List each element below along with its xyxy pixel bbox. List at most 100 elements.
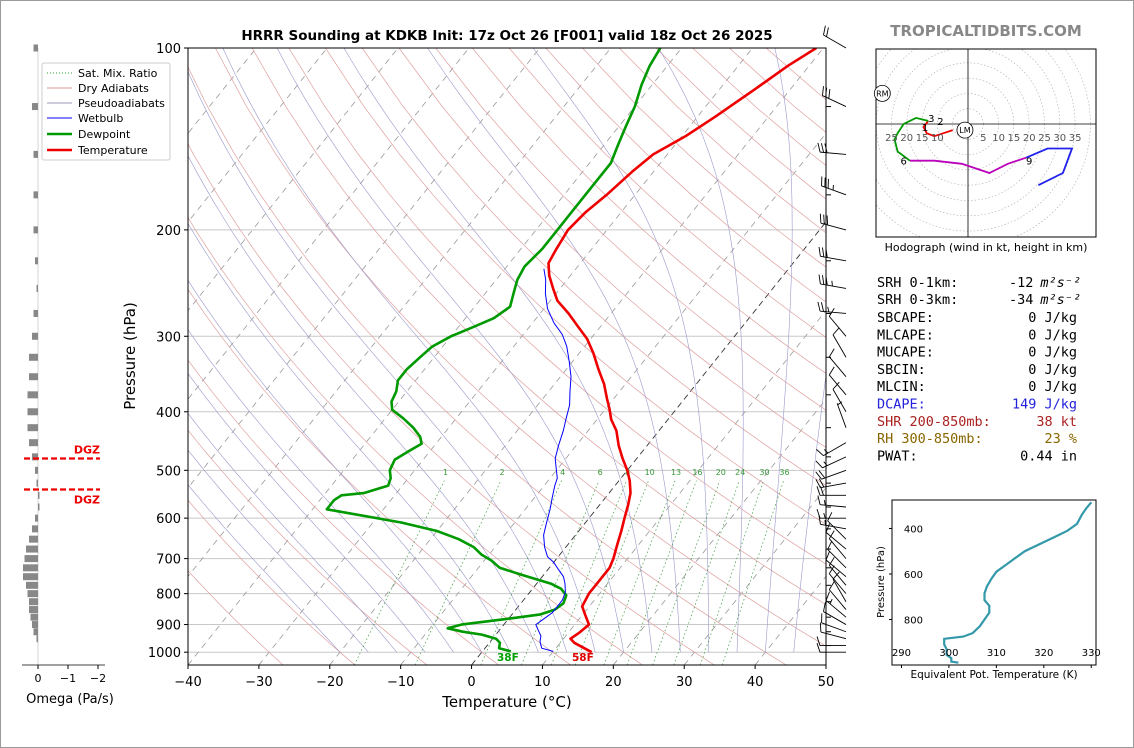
barb-staff [820, 523, 847, 530]
wind-barb [817, 301, 847, 314]
hodograph-trace [1025, 147, 1074, 187]
barb-flag [817, 495, 821, 505]
x-tick-label: −10 [387, 675, 414, 690]
barb-flag [828, 530, 835, 539]
barb-flag [817, 142, 821, 153]
dry-adiabat [188, 359, 499, 665]
hodograph-ring-label-left: 10 [931, 133, 944, 144]
barb-staff [828, 356, 847, 378]
y-tick-label: 300 [156, 330, 181, 345]
wind-barb [819, 622, 847, 640]
hodograph-ring-label-left: 20 [900, 133, 913, 144]
omega-bar [26, 581, 38, 589]
dry-adiabat [545, 48, 826, 303]
srh1-label: SRH 0-1km: [877, 275, 958, 291]
barb-flag [820, 143, 825, 153]
srh1-value: -12 m²s⁻² [1009, 275, 1081, 291]
omega-bar [32, 525, 38, 533]
omega-bar [38, 503, 40, 511]
barb-staff [832, 389, 847, 412]
dry-adiabat [472, 48, 826, 374]
pseudoadiabat [188, 222, 511, 653]
barb-flag [820, 302, 825, 312]
omega-bar [27, 424, 38, 432]
pseudoadiabat [276, 48, 624, 653]
x-tick-label: 30 [676, 675, 693, 690]
mixing-ratio-label: 13 [671, 468, 681, 477]
barb-staff [820, 151, 847, 155]
omega-tick-label: −2 [90, 672, 106, 685]
barb-half-flag [829, 598, 833, 604]
barb-flag [816, 643, 821, 653]
omega-tick-label: 0 [35, 672, 42, 685]
index-value: 149 J/kg [1012, 397, 1077, 413]
omega-panel: 0 −1 −2 DGZ DGZ [22, 44, 106, 685]
barb-staff [827, 549, 847, 569]
barb-staff [828, 374, 847, 396]
theta-e-y-tick-label: 800 [904, 615, 923, 626]
hodograph-ring-label: 5 [980, 133, 986, 144]
legend-wetbulb: Wetbulb [78, 112, 123, 125]
mixing-ratio-line [626, 480, 697, 665]
omega-bar [26, 545, 38, 553]
barb-staff [828, 573, 847, 594]
y-tick-label: 200 [156, 224, 181, 239]
barb-flag [816, 509, 821, 519]
index-label: MUCAPE: [877, 345, 934, 361]
omega-axis-label: Omega (Pa/s) [26, 692, 114, 707]
barb-flag [823, 25, 826, 36]
mixing-ratio-label: 6 [598, 468, 603, 477]
mixing-ratio-label: 30 [759, 468, 769, 477]
pseudoadiabat [765, 48, 793, 653]
wind-barb [817, 495, 847, 508]
pseudoadiabat [427, 48, 681, 653]
barb-staff [821, 185, 847, 196]
surface-temperature-label: 58F [572, 652, 594, 664]
pseudoadiabat [343, 48, 653, 653]
dry-adiabat [215, 48, 826, 647]
theta-e-inset-border [891, 499, 1097, 666]
barb-half-flag [823, 449, 829, 454]
wind-barb [823, 25, 847, 49]
isotherm-line [329, 48, 824, 665]
barb-flag [822, 247, 825, 257]
pseudoadiabat [222, 48, 596, 653]
mixing-ratio-line [414, 480, 502, 665]
barb-staff [822, 95, 847, 107]
theta-e-ylabel: Pressure (hPa) [876, 546, 887, 618]
theta-e-xlabel: Equivalent Pot. Temperature (K) [910, 669, 1077, 681]
barb-half-flag [837, 401, 843, 406]
skewt-axes: −40 −30 −20 −10 0 10 20 30 40 50 100 200 300 400 500 60… [148, 42, 834, 690]
barb-flag [828, 89, 831, 99]
barb-staff [827, 520, 847, 540]
barb-staff [820, 255, 847, 262]
omega-tick-label: −1 [60, 672, 76, 685]
dry-adiabat [188, 499, 356, 665]
barb-flag [815, 479, 821, 488]
barb-staff [820, 504, 847, 508]
barb-half-flag [827, 306, 830, 313]
hodograph-ring-label: 20 [1023, 133, 1036, 144]
wind-barb [828, 581, 847, 610]
dry-adiabat [188, 143, 715, 665]
barb-flag [815, 471, 822, 480]
dry-adiabat [188, 216, 643, 665]
barb-staff [832, 578, 847, 602]
omega-bar [33, 309, 38, 317]
mixing-ratio-label: 1 [443, 468, 448, 477]
mixing-ratio-line [480, 480, 562, 665]
y-tick-label: 100 [156, 42, 181, 57]
omega-bar [32, 103, 38, 111]
right-mover-label: RM [876, 89, 889, 98]
dry-adiabat [188, 429, 428, 665]
hodograph-height-label: 3 [928, 114, 934, 125]
dry-adiabat [288, 48, 826, 565]
y-tick-label: 500 [156, 464, 181, 479]
y-tick-label: 600 [156, 512, 181, 527]
barb-flag [827, 540, 833, 550]
wind-barb [817, 142, 847, 155]
pseudoadiabat [532, 48, 709, 653]
mixing-ratio-label: 10 [645, 468, 655, 477]
mixing-ratio-line [652, 480, 721, 665]
barb-staff [825, 532, 847, 550]
